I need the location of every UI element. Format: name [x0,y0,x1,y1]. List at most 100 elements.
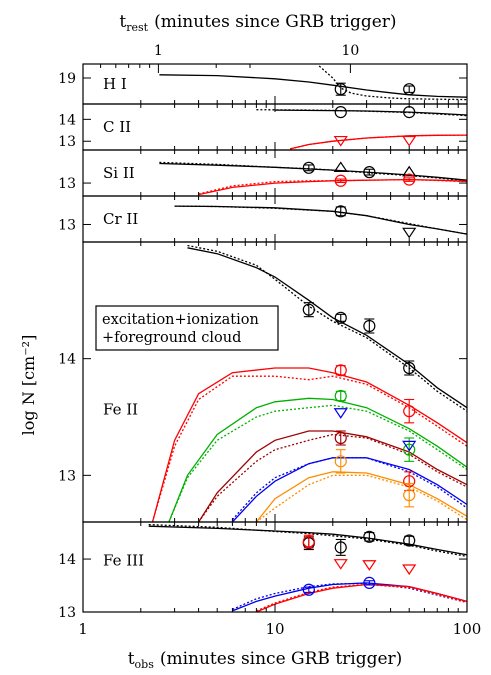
curve-hi-black-solid-0 [159,74,467,98]
point-feii-7 [333,408,348,419]
marker-tri-down-feii-7 [333,408,348,419]
marker-circle-feii-3 [403,361,416,375]
marker-circle-feii-1 [334,311,347,324]
marker-circle-feii-10 [334,431,347,445]
curve-feii-black-solid-0 [187,247,467,409]
marker-circle-hi-0 [334,83,347,96]
panel-label-siii: Si II [103,164,135,182]
point-feiii-7 [402,564,417,576]
point-feiii-3 [403,534,416,547]
y-tick-label-cii-0: 13 [58,134,76,150]
y-tick-label-feiii-1: 14 [58,552,76,568]
curve-feii-black-dotted-1 [187,244,467,412]
point-feii-1 [334,311,347,324]
top-axis-label: trest (minutes since GRB trigger) [119,12,396,34]
point-feiii-5 [333,559,348,570]
point-feii-10 [334,430,347,446]
curve-feiii-red-dotted-5 [256,583,467,612]
y-tick-label-cii-1: 14 [58,112,76,128]
point-feii-4 [334,364,347,377]
curve-feii-darkred-dotted-7 [198,433,467,522]
curve-feii-orange-solid-10 [255,471,467,522]
curve-siii-red-dotted-3 [198,178,467,195]
curve-feii-green-dotted-5 [168,404,467,522]
panel-crii-y-ticks: 13 [58,217,467,233]
y-axis-label: log N [cm⁻²] [19,335,38,436]
point-cii-0 [334,106,347,119]
x-tick-label-2: 100 [453,620,482,638]
y-tick-label-feii-0: 13 [58,468,76,484]
marker-circle-feii-4 [334,364,347,377]
point-feiii-1 [334,538,347,556]
curve-siii-red-solid-2 [198,178,467,196]
curve-feii-red-dotted-3 [151,375,467,522]
point-crii-1 [402,227,417,239]
marker-circle-siii-4 [334,174,347,187]
marker-tri-down-cii-2 [333,135,348,147]
x-axis-label: tobs (minutes since GRB trigger) [128,649,403,671]
marker-tri-down-feiii-6 [362,560,377,571]
marker-circle-siii-2 [363,166,376,179]
panel-feiii-x-ticks [82,522,459,612]
curve-feiii-black-dotted-1 [148,523,467,558]
x-axis-label-sub: obs [135,658,155,671]
point-siii-5 [403,173,416,186]
marker-circle-feii-2 [363,319,376,333]
marker-circle-hi-1 [403,83,416,96]
marker-tri-up-siii-1 [333,161,348,173]
x-axis-label-rest: (minutes since GRB trigger) [160,649,402,669]
marker-circle-feii-0 [302,303,315,316]
panel-hi-points [334,82,416,96]
x-tick-label-1: 10 [265,620,284,638]
curve-crii-black-dotted-1 [174,205,467,235]
curve-cii-red-dotted-3 [290,134,467,150]
top-axis-label-sub: rest [126,21,148,34]
point-feii-3 [403,360,416,376]
panel-siii: 13 Si II [58,149,468,197]
point-feiii-2 [363,530,376,543]
svg-text:trest(minutes since GRB trigge: trest (minutes since GRB trigger) [119,12,396,34]
rest-tick-label-1: 10 [341,43,359,59]
marker-circle-feiii-2 [363,530,376,543]
point-feii-2 [363,318,376,334]
point-feiii-8 [302,583,315,596]
marker-circle-feiii-4 [302,535,315,548]
point-cii-3 [402,135,417,147]
marker-tri-down-crii-1 [402,227,417,239]
curve-feii-red-solid-2 [151,367,467,522]
curve-feii-blue-dotted-9 [231,457,467,521]
y-tick-label-feii-1: 14 [58,352,76,368]
legend-line-1: excitation+ionization [102,312,259,328]
marker-circle-feii-13 [403,489,416,502]
point-siii-3 [402,165,417,177]
point-feii-6 [334,389,347,403]
marker-circle-feii-8 [403,443,416,456]
marker-circle-feii-5 [403,405,416,418]
point-feii-5 [403,398,416,424]
point-hi-0 [334,82,347,96]
panel-feii-curves [151,244,467,522]
marker-circle-feii-11 [334,455,347,468]
curve-feii-darkred-solid-6 [198,430,467,522]
top-axis-label-rest: (minutes since GRB trigger) [154,12,396,32]
curve-feii-orange-dotted-11 [256,474,467,522]
marker-circle-cii-0 [334,106,347,119]
point-feiii-9 [363,576,376,589]
y-tick-label-siii-0: 13 [58,176,76,192]
marker-circle-feiii-1 [334,541,347,554]
panel-feiii-points [302,530,417,596]
point-hi-1 [403,83,416,96]
legend-box: excitation+ionization +foreground cloud [95,305,279,351]
marker-tri-down-feii-9 [402,440,417,452]
curve-feii-green-solid-4 [168,397,467,522]
panel-label-hi: H I [103,75,127,93]
panel-siii-curves [159,161,467,196]
panel-feiii-y-ticks: 13 14 [58,552,467,621]
point-feii-9 [402,440,417,452]
x-tick-label-0: 1 [78,620,88,638]
marker-circle-feii-6 [334,389,347,403]
marker-circle-siii-0 [302,161,315,174]
